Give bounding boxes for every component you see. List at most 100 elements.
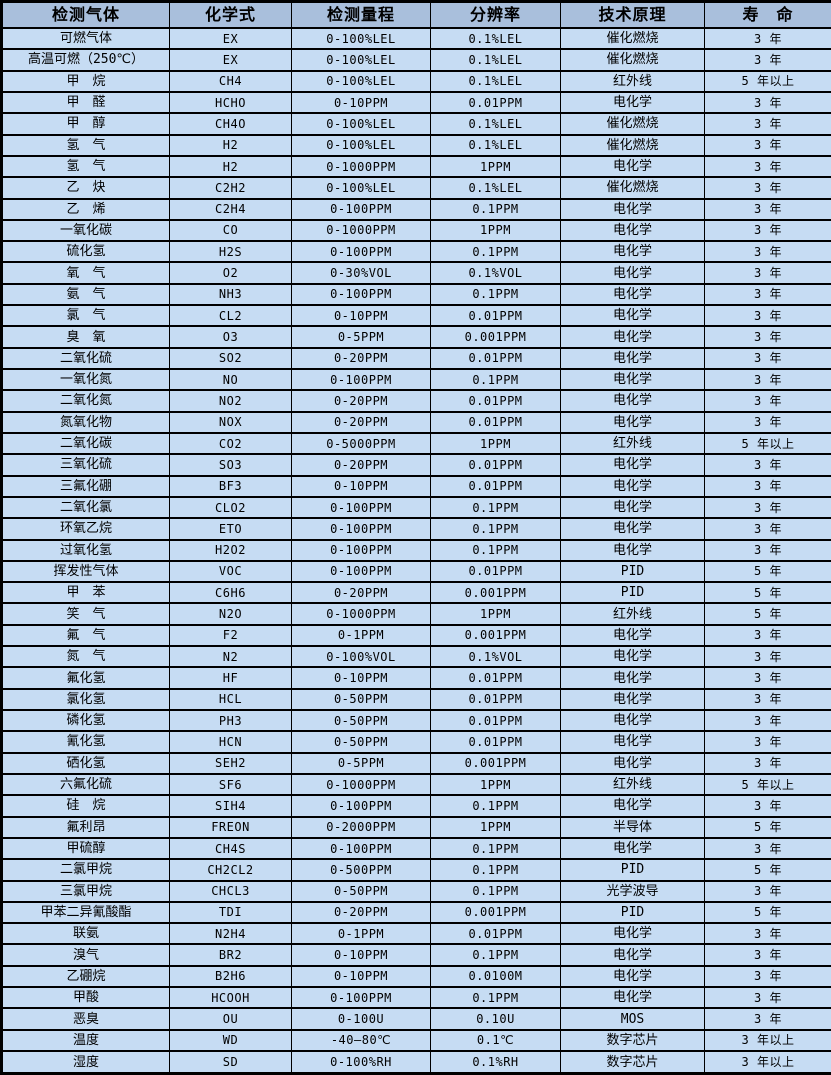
cell-range: 0-50PPM bbox=[291, 687, 431, 712]
cell-lifespan: 3 年 bbox=[704, 645, 831, 669]
cell-gas-name: 一氧化氮 bbox=[1, 367, 170, 392]
cell-resolution: 0.1%LEL bbox=[430, 176, 561, 200]
cell-lifespan: 3 年 bbox=[704, 538, 831, 562]
cell-resolution: 0.1PPM bbox=[430, 367, 561, 392]
cell-range: 0-10PPM bbox=[291, 304, 431, 328]
table-header-row: 检测气体 化学式 检测量程 分辨率 技术原理寿 命 bbox=[1, 1, 831, 29]
cell-formula: CH4 bbox=[169, 69, 292, 93]
cell-range: 0-100%LEL bbox=[291, 69, 431, 93]
cell-gas-name: 氧 气 bbox=[1, 261, 170, 285]
cell-formula: NH3 bbox=[169, 282, 292, 307]
cell-range: 0-50PPM bbox=[291, 708, 431, 733]
cell-resolution: 1PPM bbox=[430, 154, 561, 179]
cell-resolution: 1PPM bbox=[430, 602, 561, 626]
cell-formula: SO2 bbox=[169, 346, 292, 371]
cell-range: 0-1000PPM bbox=[291, 154, 431, 179]
cell-range: 0-100PPM bbox=[291, 986, 431, 1010]
table-row: 乙 炔 C2H2 0-100%LEL 0.1%LEL 催化燃烧 3 年 bbox=[1, 176, 831, 200]
cell-resolution: 0.0100M bbox=[430, 964, 561, 989]
cell-lifespan: 5 年 bbox=[704, 602, 831, 626]
cell-formula: FREON bbox=[169, 815, 292, 839]
table-row: 挥发性气体 VOC 0-100PPM 0.01PPM PID 5 年 bbox=[1, 559, 831, 584]
cell-lifespan: 3 年 bbox=[704, 623, 831, 648]
table-row: 甲 醇 CH4O 0-100%LEL 0.1%LEL 催化燃烧 3 年 bbox=[1, 112, 831, 136]
cell-lifespan: 3 年 bbox=[704, 836, 831, 861]
cell-lifespan: 3 年 bbox=[704, 133, 831, 157]
cell-lifespan: 3 年 bbox=[704, 453, 831, 477]
table-row: 氟 气 F2 0-1PPM 0.001PPM 电化学 3 年 bbox=[1, 623, 831, 648]
cell-range: 0-20PPM bbox=[291, 346, 431, 371]
cell-range: 0-50PPM bbox=[291, 879, 431, 903]
column-header-gas: 检测气体 bbox=[1, 1, 170, 29]
cell-resolution: 0.01PPM bbox=[430, 346, 561, 371]
cell-principle: 电化学 bbox=[560, 666, 705, 690]
cell-gas-name: 甲 醇 bbox=[1, 112, 170, 136]
cell-gas-name: 氰化氢 bbox=[1, 730, 170, 754]
cell-resolution: 0.001PPM bbox=[430, 581, 561, 605]
cell-range: 0-100PPM bbox=[291, 197, 431, 221]
cell-resolution: 1PPM bbox=[430, 772, 561, 797]
cell-principle: 红外线 bbox=[560, 772, 705, 797]
cell-resolution: 0.1%LEL bbox=[430, 69, 561, 93]
table-row: 乙 烯 C2H4 0-100PPM 0.1PPM 电化学 3 年 bbox=[1, 197, 831, 221]
cell-resolution: 0.1PPM bbox=[430, 495, 561, 520]
cell-formula: F2 bbox=[169, 623, 292, 648]
cell-range: 0-5000PPM bbox=[291, 431, 431, 456]
cell-formula: CO bbox=[169, 218, 292, 243]
cell-resolution: 0.1%LEL bbox=[430, 133, 561, 157]
cell-lifespan: 3 年 bbox=[704, 346, 831, 371]
table-row: 甲硫醇 CH4S 0-100PPM 0.1PPM 电化学 3 年 bbox=[1, 836, 831, 861]
table-row: 硒化氢 SEH2 0-5PPM 0.001PPM 电化学 3 年 bbox=[1, 751, 831, 775]
cell-range: 0-10PPM bbox=[291, 943, 431, 967]
cell-gas-name: 氯化氢 bbox=[1, 687, 170, 712]
cell-formula: C2H2 bbox=[169, 176, 292, 200]
table-row: 环氧乙烷 ETO 0-100PPM 0.1PPM 电化学 3 年 bbox=[1, 517, 831, 541]
table-row: 氯 气 CL2 0-10PPM 0.01PPM 电化学 3 年 bbox=[1, 304, 831, 328]
cell-range: 0-5PPM bbox=[291, 325, 431, 349]
cell-gas-name: 氟利昂 bbox=[1, 815, 170, 839]
cell-gas-name: 氮氧化物 bbox=[1, 410, 170, 434]
table-row: 臭 氧 O3 0-5PPM 0.001PPM 电化学 3 年 bbox=[1, 325, 831, 349]
table-row: 二氧化碳 CO2 0-5000PPM 1PPM 红外线 5 年以上 bbox=[1, 431, 831, 456]
cell-lifespan: 3 年 bbox=[704, 666, 831, 690]
cell-lifespan: 5 年以上 bbox=[704, 772, 831, 797]
cell-gas-name: 氨 气 bbox=[1, 282, 170, 307]
cell-range: 0-20PPM bbox=[291, 581, 431, 605]
cell-range: 0-100%VOL bbox=[291, 645, 431, 669]
cell-formula: CL2 bbox=[169, 304, 292, 328]
cell-gas-name: 挥发性气体 bbox=[1, 559, 170, 584]
table-row: 高温可燃（250℃） EX 0-100%LEL 0.1%LEL 催化燃烧 3 年 bbox=[1, 48, 831, 72]
table-row: 一氧化氮 NO 0-100PPM 0.1PPM 电化学 3 年 bbox=[1, 367, 831, 392]
table-row: 氢 气 H2 0-100%LEL 0.1%LEL 催化燃烧 3 年 bbox=[1, 133, 831, 157]
cell-principle: 电化学 bbox=[560, 389, 705, 413]
cell-formula: SIH4 bbox=[169, 794, 292, 818]
cell-range: 0-10PPM bbox=[291, 964, 431, 989]
cell-gas-name: 湿度 bbox=[1, 1050, 170, 1075]
table-row: 过氧化氢 H2O2 0-100PPM 0.1PPM 电化学 3 年 bbox=[1, 538, 831, 562]
cell-range: 0-10PPM bbox=[291, 90, 431, 115]
cell-gas-name: 甲 苯 bbox=[1, 581, 170, 605]
cell-resolution: 0.1PPM bbox=[430, 986, 561, 1010]
cell-formula: H2S bbox=[169, 240, 292, 264]
cell-lifespan: 3 年 bbox=[704, 794, 831, 818]
cell-principle: 电化学 bbox=[560, 751, 705, 775]
cell-lifespan: 3 年 bbox=[704, 389, 831, 413]
cell-formula: C2H4 bbox=[169, 197, 292, 221]
cell-formula: N2O bbox=[169, 602, 292, 626]
cell-formula: SEH2 bbox=[169, 751, 292, 775]
table-row: 六氟化硫 SF6 0-1000PPM 1PPM 红外线 5 年以上 bbox=[1, 772, 831, 797]
cell-range: 0-100PPM bbox=[291, 240, 431, 264]
cell-lifespan: 5 年以上 bbox=[704, 69, 831, 93]
cell-lifespan: 3 年 bbox=[704, 474, 831, 498]
cell-formula: NOX bbox=[169, 410, 292, 434]
table-row: 溴气 BR2 0-10PPM 0.1PPM 电化学 3 年 bbox=[1, 943, 831, 967]
cell-gas-name: 二氯甲烷 bbox=[1, 858, 170, 882]
cell-formula: CH2CL2 bbox=[169, 858, 292, 882]
cell-principle: 催化燃烧 bbox=[560, 48, 705, 72]
cell-formula: ETO bbox=[169, 517, 292, 541]
cell-formula: PH3 bbox=[169, 708, 292, 733]
cell-range: 0-1000PPM bbox=[291, 602, 431, 626]
cell-principle: 催化燃烧 bbox=[560, 26, 705, 51]
cell-principle: PID bbox=[560, 581, 705, 605]
table-row: 二氯甲烷 CH2CL2 0-500PPM 0.1PPM PID 5 年 bbox=[1, 858, 831, 882]
